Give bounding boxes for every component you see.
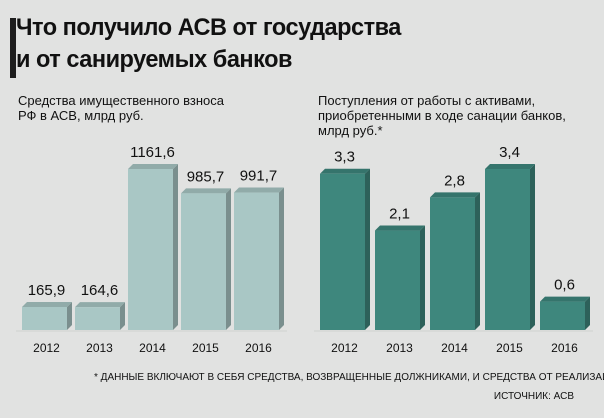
- right-value-label-2014: 2,8: [444, 172, 465, 189]
- right-bar-side-2016: [585, 296, 590, 330]
- left-bar-2012: [22, 307, 67, 330]
- right-value-label-2016: 0,6: [554, 277, 575, 294]
- left-tick-label-2013: 2013: [86, 341, 113, 355]
- left-bar-side-2014: [173, 164, 178, 330]
- right-bar-2015: [485, 169, 530, 330]
- left-bar-2016: [234, 192, 279, 330]
- left-bar-top-2015: [181, 188, 231, 194]
- left-bar-side-2015: [226, 188, 231, 330]
- right-bar-side-2015: [530, 164, 535, 330]
- right-bar-side-2013: [420, 225, 425, 330]
- left-value-label-2014: 1161,6: [130, 144, 175, 161]
- right-bar-top-2012: [320, 168, 370, 174]
- left-bar-2014: [128, 169, 173, 330]
- right-bar-top-2013: [375, 225, 425, 231]
- right-bar-2016: [540, 301, 585, 330]
- right-bar-top-2016: [540, 296, 590, 302]
- left-bar-top-2014: [128, 164, 178, 169]
- left-bar-side-2016: [279, 187, 284, 330]
- left-tick-label-2012: 2012: [33, 341, 60, 355]
- right-bar-2012: [320, 173, 365, 330]
- left-bar-side-2012: [67, 302, 72, 330]
- right-bar-side-2014: [475, 192, 480, 330]
- left-value-label-2015: 985,7: [187, 168, 225, 185]
- right-bar-top-2014: [430, 192, 480, 198]
- source-note: ИСТОЧНИК: АСВ: [493, 391, 574, 402]
- title-line-2: и от санируемых банков: [16, 46, 292, 73]
- left-value-label-2016: 991,7: [240, 168, 278, 185]
- footnote: * ДАННЫЕ ВКЛЮЧАЮТ В СЕБЯ СРЕДСТВА, ВОЗВР…: [94, 372, 604, 383]
- right-chart-title: Поступления от работы с активами, приобр…: [318, 93, 566, 138]
- right-tick-label-2013: 2013: [386, 341, 413, 355]
- right-bar-top-2015: [485, 164, 535, 169]
- left-tick-label-2016: 2016: [245, 341, 272, 355]
- right-value-label-2013: 2,1: [389, 206, 410, 223]
- right-tick-label-2012: 2012: [331, 341, 358, 355]
- left-bar-top-2016: [234, 187, 284, 193]
- title-accent-bar: [10, 18, 16, 78]
- right-bar-2013: [375, 230, 420, 330]
- right-value-label-2012: 3,3: [334, 149, 355, 166]
- right-tick-label-2015: 2015: [496, 341, 523, 355]
- title-line-1: Что получило АСВ от государства: [16, 14, 401, 41]
- left-value-label-2013: 164,6: [81, 282, 119, 299]
- left-bar-side-2013: [120, 302, 125, 330]
- right-bar-2014: [430, 197, 475, 330]
- left-tick-label-2014: 2014: [139, 341, 166, 355]
- right-value-label-2015: 3,4: [499, 144, 520, 161]
- left-chart-title: Средства имущественного взноса РФ в АСВ,…: [18, 93, 225, 123]
- left-tick-label-2015: 2015: [192, 341, 219, 355]
- left-bar-2013: [75, 307, 120, 330]
- right-tick-label-2014: 2014: [441, 341, 468, 355]
- left-bar-top-2013: [75, 302, 125, 308]
- right-tick-label-2016: 2016: [551, 341, 578, 355]
- right-bar-side-2012: [365, 168, 370, 330]
- left-value-label-2012: 165,9: [28, 282, 66, 299]
- left-bar-top-2012: [22, 302, 72, 308]
- left-bar-2015: [181, 193, 226, 330]
